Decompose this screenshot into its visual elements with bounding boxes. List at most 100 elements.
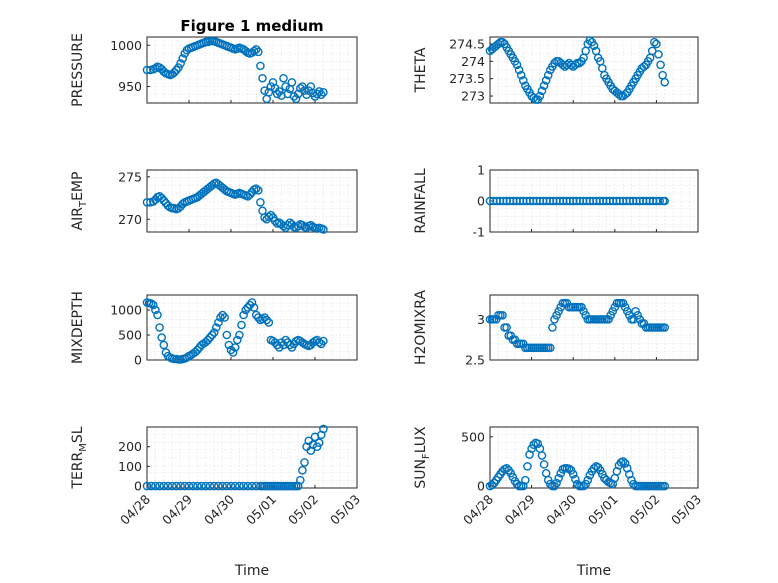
data-point (151, 64, 160, 73)
data-point (176, 59, 185, 68)
data-point (660, 481, 670, 491)
data-point (523, 462, 532, 471)
data-point (537, 86, 547, 96)
data-point (546, 343, 555, 353)
data-point (207, 330, 217, 340)
data-point (568, 469, 578, 479)
data-point (656, 60, 665, 70)
data-point (281, 335, 290, 345)
axes-frame (146, 294, 358, 361)
data-point (279, 221, 288, 231)
data-point (163, 481, 173, 491)
data-point (516, 70, 526, 80)
data-point (228, 348, 238, 357)
data-point (274, 87, 284, 96)
data-point (319, 424, 328, 434)
data-point (214, 481, 223, 491)
data-point (142, 197, 152, 207)
y-tick-label: 270 (118, 212, 142, 227)
data-point (554, 306, 563, 316)
data-point (606, 311, 615, 320)
data-point (218, 310, 227, 320)
data-point (251, 310, 261, 320)
data-point (660, 196, 670, 206)
data-point (253, 47, 263, 57)
y-tick-label: 273.5 (449, 71, 485, 86)
data-point (211, 323, 221, 332)
data-point (293, 221, 303, 231)
data-point (243, 481, 253, 491)
y-tick-label: 1000 (110, 303, 142, 318)
data-point (182, 353, 192, 362)
data-point (302, 223, 311, 233)
axes-frame (146, 426, 358, 489)
subplot-theta: 273 273.5 274 274.5 THETA (413, 36, 699, 104)
x-axis-label: Time (576, 563, 611, 579)
data-point (172, 65, 181, 75)
data-point (281, 223, 290, 233)
data-point (260, 313, 269, 322)
data-point (253, 313, 263, 322)
data-point (633, 311, 642, 320)
data-point (539, 81, 549, 90)
y-axis-label: TERRMSL (70, 426, 89, 489)
data-point (494, 39, 503, 49)
data-point (512, 60, 522, 70)
data-point (583, 475, 593, 485)
data-point (541, 76, 551, 85)
chart-title: Figure 1 medium (180, 17, 323, 35)
data-point (543, 70, 553, 80)
data-point (245, 190, 255, 199)
data-point (502, 323, 511, 332)
y-tick-label: 200 (118, 439, 142, 454)
data-point (298, 338, 307, 347)
data-point (272, 89, 282, 99)
data-point (268, 78, 278, 87)
data-point (498, 311, 507, 320)
data-point (319, 225, 328, 234)
data-point (546, 479, 555, 489)
data-point (157, 333, 166, 342)
y-tick-label: 1000 (110, 38, 142, 53)
data-point (650, 37, 659, 47)
subplot-mixdepth: 0 500 1000 MIXDEPTH (70, 291, 358, 368)
subplot-pressure: 950 1000 PRESSURE Figure 1 medium (70, 17, 358, 107)
data-point (652, 39, 661, 49)
subplot-rainfall: -1 0 1 RAINFALL (413, 163, 699, 240)
data-point (214, 318, 223, 327)
data-point (148, 300, 158, 310)
data-point (157, 193, 166, 203)
y-tick-label: 3 (477, 312, 485, 327)
data-point (235, 481, 244, 491)
y-tick-label: 274.5 (449, 36, 485, 51)
data-point (298, 465, 307, 475)
data-point (575, 58, 584, 68)
data-point (548, 323, 557, 332)
data-point (172, 481, 181, 491)
data-point (608, 306, 618, 316)
data-point (620, 459, 630, 468)
y-axis-label: MIXDEPTH (70, 291, 86, 364)
data-point (554, 473, 563, 483)
data-point (529, 440, 538, 450)
data-point (197, 481, 206, 491)
y-tick-label: 274 (461, 54, 485, 69)
data-point (159, 196, 169, 205)
data-point (618, 298, 628, 308)
data-point (589, 41, 599, 50)
data-point (243, 303, 253, 312)
data-point (570, 474, 580, 484)
data-point (260, 86, 269, 95)
data-point (539, 460, 549, 469)
y-tick-label: 0 (477, 479, 485, 494)
y-axis-label: SUNFLUX (413, 426, 432, 489)
data-point (618, 457, 628, 466)
data-point (647, 46, 657, 56)
y-tick-label: 500 (461, 429, 485, 444)
data-point (239, 481, 248, 491)
data-point (169, 68, 179, 77)
y-tick-label: 2.5 (465, 353, 485, 368)
data-point (264, 87, 274, 97)
data-point (622, 306, 632, 316)
